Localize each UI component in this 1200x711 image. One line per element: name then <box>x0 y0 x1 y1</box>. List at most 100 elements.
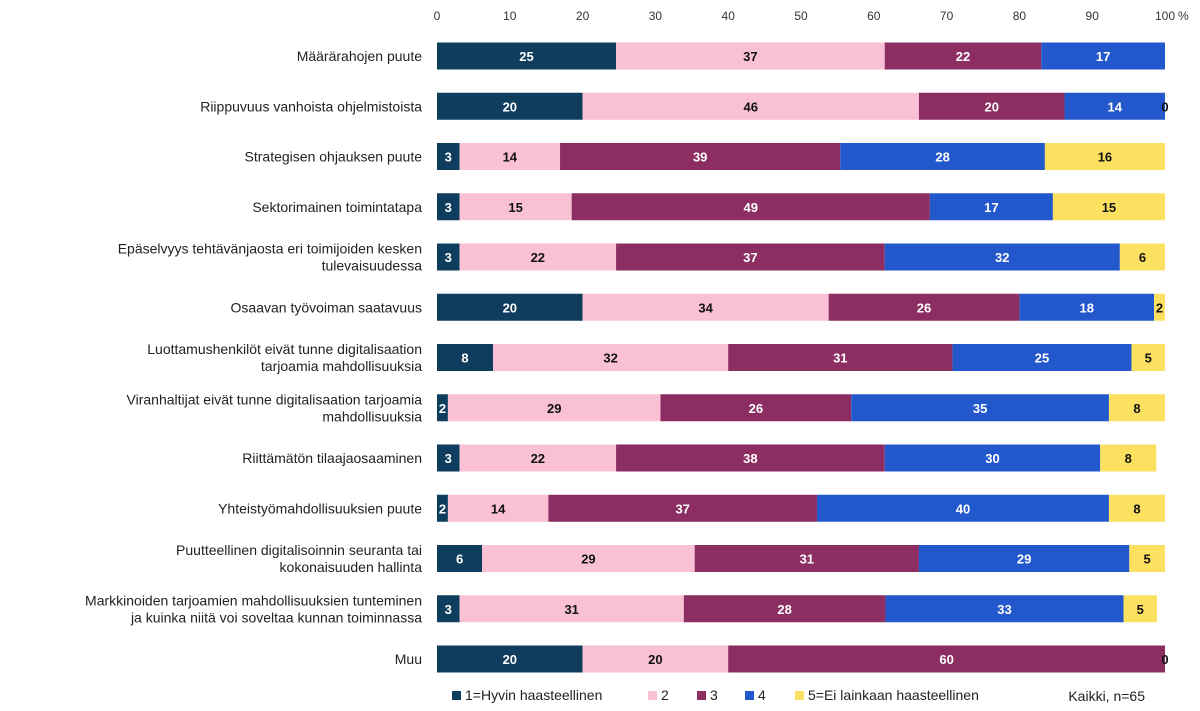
x-tick-label: 10 <box>503 9 517 23</box>
data-label: 22 <box>531 250 545 265</box>
legend-label: 5=Ei lainkaan haasteellinen <box>808 687 979 703</box>
data-label: 35 <box>973 401 987 416</box>
bar-row: 20 20 60 0 <box>437 645 1169 673</box>
legend-item: 1=Hyvin haasteellinen <box>452 687 602 703</box>
category-label: Yhteistyömahdollisuuksien puute <box>218 500 422 516</box>
legend-item: 4 <box>745 687 766 703</box>
legend-label: 2 <box>661 687 669 703</box>
data-label: 6 <box>1139 250 1146 265</box>
data-label: 2 <box>439 501 446 516</box>
data-label: 31 <box>800 552 814 567</box>
bar-segment <box>437 143 460 170</box>
category-label: tarjoamia mahdollisuuksia <box>261 358 422 374</box>
category-label: Epäselvyys tehtävänjaosta eri toimijoide… <box>118 241 422 257</box>
category-label: Osaavan työvoiman saatavuus <box>231 299 422 315</box>
bar-segment <box>616 243 885 271</box>
category-label: Riittämätön tilaajaosaaminen <box>242 450 422 466</box>
data-label: 14 <box>491 501 506 516</box>
data-label: 8 <box>1133 501 1140 516</box>
legend-item: 3 <box>697 687 718 703</box>
bar-segment <box>437 394 448 422</box>
data-label: 25 <box>1035 351 1049 366</box>
bar-segment <box>447 494 549 522</box>
x-tick-label: 40 <box>722 9 736 23</box>
data-label: 17 <box>1096 49 1110 64</box>
category-labels: Määrärahojen puute Riippuvuus vanhoista o… <box>85 48 422 667</box>
category-label: Luottamushenkilöt eivät tunne digitalisa… <box>147 341 422 357</box>
bar-segment <box>660 394 852 422</box>
bar-segment <box>571 193 930 221</box>
bar-row: 3 14 39 28 16 <box>437 143 1165 170</box>
category-label: ja kuinka niitä voi soveltaa kunnan toim… <box>130 609 422 625</box>
data-label: 0 <box>1161 652 1168 667</box>
bar-row: 3 22 37 32 6 <box>437 243 1165 271</box>
bar-segment <box>437 193 460 221</box>
bar-row: 20 34 26 18 2 <box>437 293 1165 321</box>
data-label: 2 <box>439 401 446 416</box>
data-label: 3 <box>445 150 452 165</box>
data-label: 20 <box>985 99 999 114</box>
bar-segment <box>840 143 1045 170</box>
bar-segment <box>1100 444 1157 472</box>
category-label: Muu <box>395 651 422 667</box>
data-label: 34 <box>698 300 713 315</box>
data-label: 40 <box>956 501 970 516</box>
data-label: 28 <box>935 150 949 165</box>
bar-segment <box>694 545 919 572</box>
data-label: 3 <box>445 250 452 265</box>
data-label: 15 <box>1102 200 1116 215</box>
data-label: 8 <box>461 351 468 366</box>
legend-label: 1=Hyvin haasteellinen <box>465 687 602 703</box>
data-label: 31 <box>833 351 847 366</box>
legend-swatch <box>697 691 706 700</box>
category-label: Puutteellinen digitalisoinnin seuranta t… <box>176 542 422 558</box>
data-label: 37 <box>675 501 689 516</box>
bar-segment <box>459 444 617 472</box>
bar-segment <box>447 394 661 422</box>
data-label: 3 <box>445 602 452 617</box>
data-label: 8 <box>1125 451 1132 466</box>
bar-row: 6 29 31 29 5 <box>437 545 1165 572</box>
bar-segment <box>459 193 572 221</box>
bar-segment <box>884 243 1120 271</box>
bar-segment <box>884 42 1042 70</box>
bar-segment <box>1064 92 1165 120</box>
bar-segment <box>918 545 1130 572</box>
bar-segment <box>493 344 729 371</box>
bar-segment <box>582 293 829 321</box>
data-label: 32 <box>995 250 1009 265</box>
bar-segment <box>437 545 483 572</box>
bar-segment <box>560 143 841 170</box>
data-label: 30 <box>985 451 999 466</box>
x-tick-label: 50 <box>794 9 808 23</box>
data-label: 14 <box>1108 99 1123 114</box>
bar-row: 25 37 22 17 <box>437 42 1165 70</box>
bar-segment <box>851 394 1109 422</box>
bar-segment <box>952 344 1132 371</box>
bar-segment <box>1044 143 1165 170</box>
data-label: 15 <box>508 200 522 215</box>
data-label: 26 <box>917 300 931 315</box>
bar-row: 2 14 37 40 8 <box>437 494 1165 522</box>
category-label: Määrärahojen puute <box>297 48 423 64</box>
data-label: 29 <box>1017 552 1031 567</box>
legend-swatch <box>648 691 657 700</box>
bar-row: 3 15 49 17 15 <box>437 193 1165 221</box>
x-tick-label: 0 <box>434 9 441 23</box>
category-label: Markkinoiden tarjoamien mahdollisuuksien… <box>85 592 422 608</box>
bar-segment <box>885 595 1124 623</box>
x-tick-label: 20 <box>576 9 590 23</box>
legend-swatch <box>452 691 461 700</box>
bar-segment <box>817 494 1109 522</box>
sample-note: Kaikki, n=65 <box>1068 688 1145 704</box>
bar-segment <box>459 143 561 170</box>
data-label: 49 <box>744 200 758 215</box>
data-label: 0 <box>1161 99 1168 114</box>
data-label: 29 <box>547 401 561 416</box>
data-label: 25 <box>519 49 533 64</box>
data-label: 20 <box>503 652 517 667</box>
bar-segment <box>1131 344 1165 371</box>
bar-segment <box>929 193 1053 221</box>
legend-item: 2 <box>648 687 669 703</box>
